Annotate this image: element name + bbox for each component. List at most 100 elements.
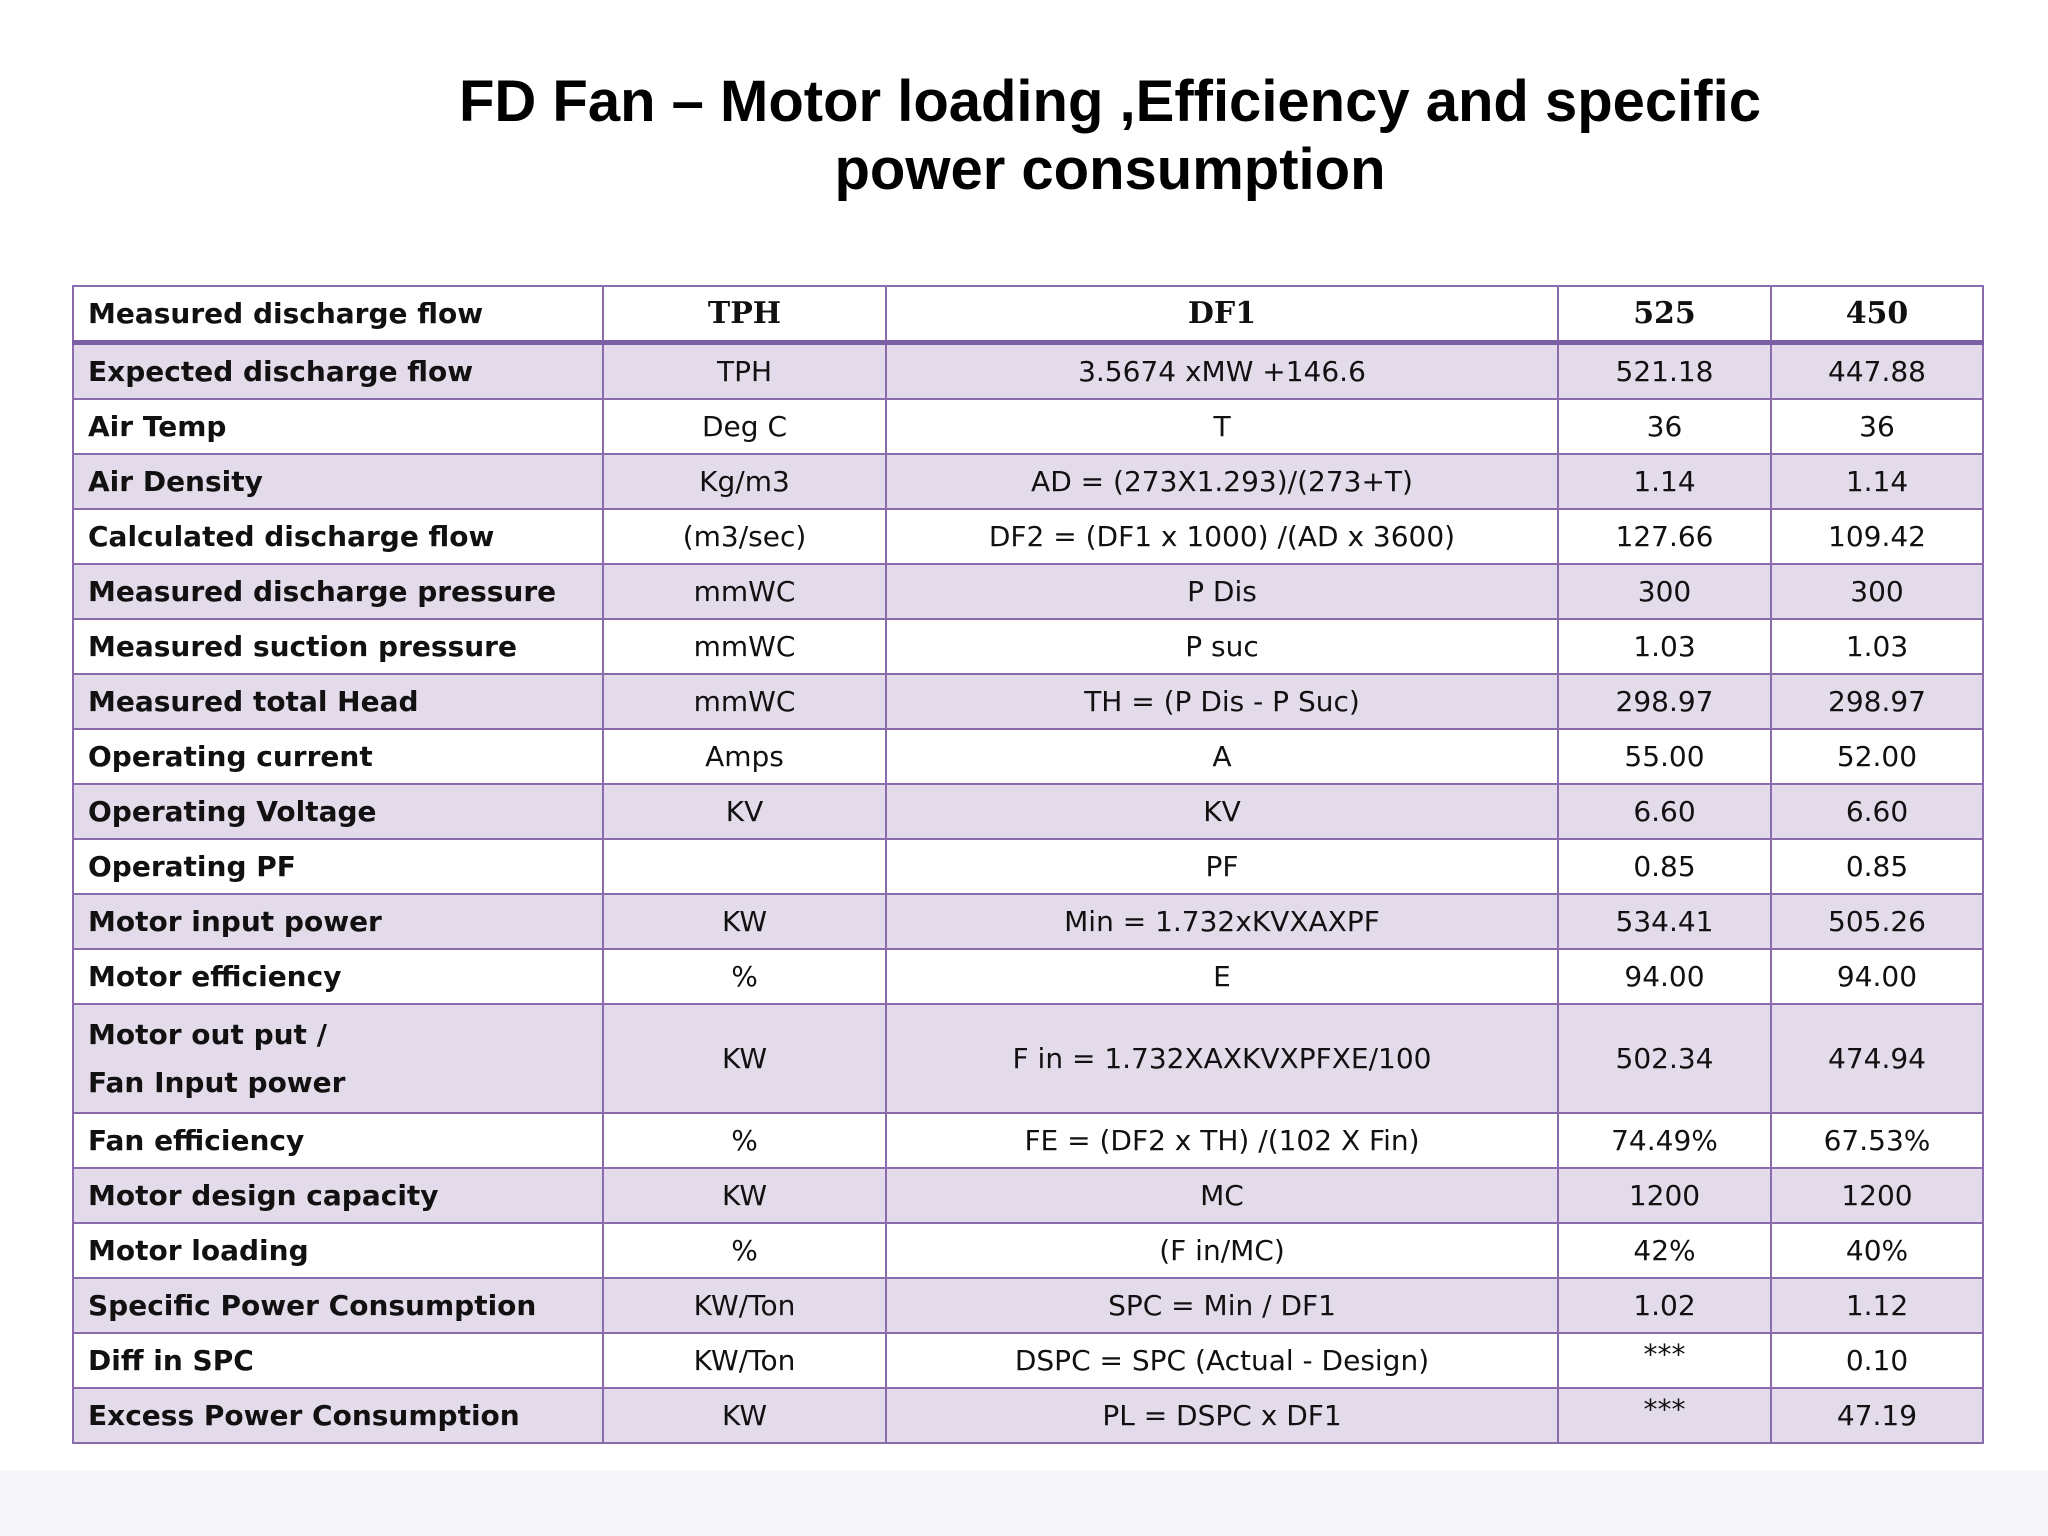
row-value-2: 36 <box>1770 398 1984 455</box>
row-value-1-text: *** <box>1643 1338 1686 1371</box>
row-value-1: 6.60 <box>1557 783 1772 840</box>
table-row: Measured total Head mmWC TH = (P Dis - P… <box>72 673 1984 730</box>
row-parameter: Motor loading <box>72 1222 604 1279</box>
row-value-2: 300 <box>1770 563 1984 620</box>
row-formula: TH = (P Dis - P Suc) <box>885 673 1559 730</box>
row-value-1: 36 <box>1557 398 1772 455</box>
row-formula: FE = (DF2 x TH) /(102 X Fin) <box>885 1112 1559 1169</box>
row-parameter: Measured discharge pressure <box>72 563 604 620</box>
row-unit: KW <box>602 1167 887 1224</box>
row-unit: mmWC <box>602 618 887 675</box>
row-value-2: 1.14 <box>1770 453 1984 510</box>
row-formula: A <box>885 728 1559 785</box>
row-parameter: Motor efficiency <box>72 948 604 1005</box>
row-formula: KV <box>885 783 1559 840</box>
row-value-2: 1.03 <box>1770 618 1984 675</box>
row-unit: Deg C <box>602 398 887 455</box>
row-formula: E <box>885 948 1559 1005</box>
row-unit: % <box>602 1112 887 1169</box>
row-value-2: 0.10 <box>1770 1332 1984 1389</box>
row-formula: F in = 1.732XAXKVXPFXE/100 <box>885 1003 1559 1114</box>
row-unit: TPH <box>602 341 887 400</box>
row-value-1: 534.41 <box>1557 893 1772 950</box>
row-unit: mmWC <box>602 563 887 620</box>
table-row: Air Temp Deg C T 36 36 <box>72 398 1984 455</box>
row-value-1: 1.03 <box>1557 618 1772 675</box>
table-row: Measured suction pressure mmWC P suc 1.0… <box>72 618 1984 675</box>
row-formula: T <box>885 398 1559 455</box>
row-unit: % <box>602 1222 887 1279</box>
row-value-2: 52.00 <box>1770 728 1984 785</box>
header-value-1: 525 <box>1557 285 1772 345</box>
row-parameter: Motor out put / Fan Input power <box>72 1003 604 1114</box>
row-value-1: 94.00 <box>1557 948 1772 1005</box>
row-value-1: 1200 <box>1557 1167 1772 1224</box>
row-value-2: 67.53% <box>1770 1112 1984 1169</box>
table-row: Air Density Kg/m3 AD = (273X1.293)/(273+… <box>72 453 1984 510</box>
slide-footer-band <box>0 1470 2048 1536</box>
table-row: Motor input power KW Min = 1.732xKVXAXPF… <box>72 893 1984 950</box>
row-formula: (F in/MC) <box>885 1222 1559 1279</box>
table-row: Fan efficiency % FE = (DF2 x TH) /(102 X… <box>72 1112 1984 1169</box>
row-parameter: Operating PF <box>72 838 604 895</box>
row-parameter: Fan efficiency <box>72 1112 604 1169</box>
table-row: Motor out put / Fan Input power KW F in … <box>72 1003 1984 1114</box>
table-row: Operating PF PF 0.85 0.85 <box>72 838 1984 895</box>
row-value-1: 74.49% <box>1557 1112 1772 1169</box>
row-unit: KV <box>602 783 887 840</box>
row-parameter: Excess Power Consumption <box>72 1387 604 1444</box>
row-value-1: *** <box>1557 1332 1772 1389</box>
row-unit: KW/Ton <box>602 1332 887 1389</box>
table-row: Expected discharge flow TPH 3.5674 xMW +… <box>72 341 1984 400</box>
table-row: Motor design capacity KW MC 1200 1200 <box>72 1167 1984 1224</box>
table-row: Excess Power Consumption KW PL = DSPC x … <box>72 1387 1984 1444</box>
header-parameter: Measured discharge flow <box>72 285 604 345</box>
slide-title-line-1: FD Fan – Motor loading ,Efficiency and s… <box>459 69 1761 134</box>
row-value-1: 298.97 <box>1557 673 1772 730</box>
row-value-1: 0.85 <box>1557 838 1772 895</box>
table-row: Operating Voltage KV KV 6.60 6.60 <box>72 783 1984 840</box>
row-formula: 3.5674 xMW +146.6 <box>885 341 1559 400</box>
row-value-1: 42% <box>1557 1222 1772 1279</box>
row-parameter-line-1: Motor out put / <box>88 1017 327 1051</box>
row-value-1: 55.00 <box>1557 728 1772 785</box>
row-value-2: 47.19 <box>1770 1387 1984 1444</box>
row-value-1: 521.18 <box>1557 341 1772 400</box>
row-value-2: 1.12 <box>1770 1277 1984 1334</box>
header-formula: DF1 <box>885 285 1559 345</box>
row-unit: mmWC <box>602 673 887 730</box>
row-value-2: 6.60 <box>1770 783 1984 840</box>
row-value-2: 474.94 <box>1770 1003 1984 1114</box>
header-value-2: 450 <box>1770 285 1984 345</box>
row-formula: MC <box>885 1167 1559 1224</box>
slide-title: FD Fan – Motor loading ,Efficiency and s… <box>360 68 1860 204</box>
row-value-2: 447.88 <box>1770 341 1984 400</box>
row-value-1: 300 <box>1557 563 1772 620</box>
row-value-2: 298.97 <box>1770 673 1984 730</box>
table-row: Calculated discharge flow (m3/sec) DF2 =… <box>72 508 1984 565</box>
row-value-1: 502.34 <box>1557 1003 1772 1114</box>
row-unit: KW/Ton <box>602 1277 887 1334</box>
row-value-2: 1200 <box>1770 1167 1984 1224</box>
table-header-row: Measured discharge flow TPH DF1 525 450 <box>72 285 1984 345</box>
row-unit: % <box>602 948 887 1005</box>
row-value-2: 109.42 <box>1770 508 1984 565</box>
row-value-1-text: *** <box>1643 1393 1686 1426</box>
row-formula: P Dis <box>885 563 1559 620</box>
fan-calculation-table: Measured discharge flow TPH DF1 525 450 … <box>72 285 1984 1444</box>
row-parameter: Air Density <box>72 453 604 510</box>
row-value-1: 127.66 <box>1557 508 1772 565</box>
row-parameter: Measured total Head <box>72 673 604 730</box>
row-parameter: Operating current <box>72 728 604 785</box>
row-value-2: 94.00 <box>1770 948 1984 1005</box>
slide-title-line-2: power consumption <box>834 137 1386 202</box>
row-value-2: 0.85 <box>1770 838 1984 895</box>
table-row: Motor loading % (F in/MC) 42% 40% <box>72 1222 1984 1279</box>
row-formula: SPC = Min / DF1 <box>885 1277 1559 1334</box>
table-row: Operating current Amps A 55.00 52.00 <box>72 728 1984 785</box>
row-unit: KW <box>602 1387 887 1444</box>
row-unit <box>602 838 887 895</box>
row-parameter: Expected discharge flow <box>72 341 604 400</box>
table-row: Specific Power Consumption KW/Ton SPC = … <box>72 1277 1984 1334</box>
row-value-2: 505.26 <box>1770 893 1984 950</box>
